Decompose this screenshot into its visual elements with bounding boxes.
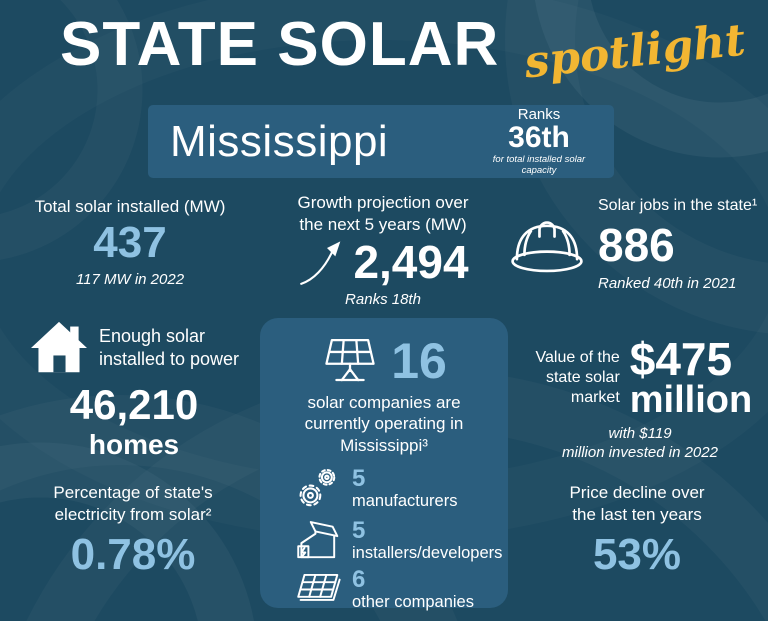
manufacturers-count: 5 <box>352 464 366 492</box>
installers-count: 5 <box>352 516 366 544</box>
total-installed-label: Total solar installed (MW) <box>34 197 226 216</box>
house-icon <box>30 321 87 373</box>
title-script-spotlight: spotlight <box>521 14 748 89</box>
market-value-unit: million <box>629 378 753 421</box>
market-value-amount: $475 <box>629 333 733 385</box>
state-rank-block: Ranks 36th for total installed solar cap… <box>478 107 600 177</box>
other-companies-count: 6 <box>352 565 366 593</box>
jobs-subtext: Ranked 40th in 2021 <box>598 274 737 292</box>
price-decline-label-line1: Price decline over <box>569 483 705 502</box>
state-name: Mississippi <box>170 116 389 166</box>
stat-homes-powered: Enough solar installed to power 46,210 h… <box>16 320 252 461</box>
stat-market-value: Value of the state solar market $475 mil… <box>518 333 762 463</box>
companies-panel: 16 solar companies are currently operati… <box>260 318 508 611</box>
stat-price-decline: Price decline over the last ten years 53… <box>522 482 752 581</box>
price-decline-value: 53% <box>592 530 682 580</box>
market-subtext-line2: million invested in 2022 <box>562 444 718 462</box>
breakdown-other: 6 other companies <box>260 565 508 611</box>
page-title: STATE SOLAR <box>60 10 500 79</box>
stat-solar-jobs: Solar jobs in the state¹ 886 Ranked 40th… <box>504 196 760 291</box>
growth-arrow-icon <box>300 240 341 285</box>
growth-subtext: Ranks 18th <box>345 291 421 309</box>
total-installed-value: 437 <box>93 218 167 268</box>
rank-label: Ranks <box>517 105 561 123</box>
jobs-value: 886 <box>598 218 675 271</box>
growth-value: 2,494 <box>353 236 469 289</box>
price-decline-label-line2: the last ten years <box>572 505 702 525</box>
gears-icon <box>299 468 336 507</box>
stat-electricity-percentage: Percentage of state's electricity from s… <box>18 482 248 581</box>
rank-value: 36th <box>508 120 570 154</box>
state-banner: Mississippi Ranks 36th for total install… <box>148 105 614 178</box>
hard-hat-icon <box>511 221 583 273</box>
solar-panel-icon <box>325 339 375 382</box>
market-value-label: Value of the state solar market <box>535 348 620 406</box>
companies-count: 16 <box>391 333 447 389</box>
market-subtext-line1: with $119 <box>608 424 672 442</box>
growth-label-line1: Growth projection over <box>297 193 469 212</box>
rank-caption: for total installed solar capacity <box>492 153 586 176</box>
jobs-label: Solar jobs in the state¹ <box>598 197 758 214</box>
stat-total-installed: Total solar installed (MW) 437 117 MW in… <box>18 196 242 288</box>
breakdown-manufacturers: 5 manufacturers <box>260 464 508 512</box>
growth-label-line2: the next 5 years (MW) <box>299 215 467 235</box>
electricity-label-line2: electricity from solar² <box>54 505 212 525</box>
flat-solar-panel-icon <box>297 573 341 601</box>
manufacturers-label: manufacturers <box>352 491 458 510</box>
homes-label-line1: Enough solar <box>98 325 206 346</box>
companies-description: solar companies are currently operating … <box>304 393 464 455</box>
house-bolt-icon <box>297 520 339 558</box>
homes-label-line2: installed to power <box>98 349 240 369</box>
homes-unit: homes <box>88 429 180 461</box>
breakdown-installers: 5 installers/developers <box>260 517 508 563</box>
electricity-label-line1: Percentage of state's <box>53 483 213 502</box>
stat-growth-projection: Growth projection over the next 5 years … <box>266 192 500 308</box>
total-installed-subtext: 117 MW in 2022 <box>75 270 185 288</box>
other-companies-label: other companies <box>352 592 474 611</box>
electricity-value: 0.78% <box>70 530 196 580</box>
homes-value: 46,210 <box>69 381 199 428</box>
installers-label: installers/developers <box>352 543 503 562</box>
